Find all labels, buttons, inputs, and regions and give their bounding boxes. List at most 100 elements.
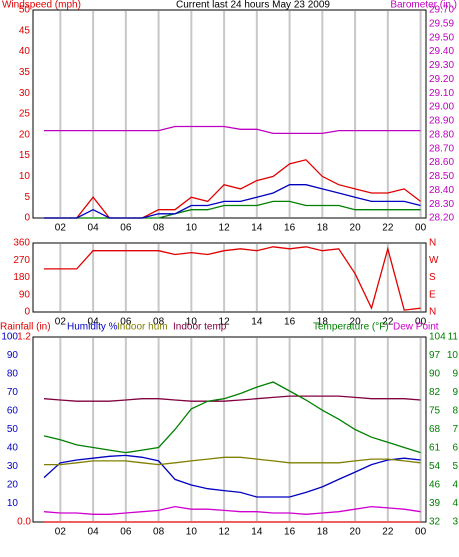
x-tick-label: 04 bbox=[88, 527, 100, 538]
x-tick-label: 14 bbox=[251, 223, 263, 234]
x-tick-label: 16 bbox=[284, 317, 296, 328]
legend-label: Humidity % bbox=[67, 322, 118, 333]
y-tick-label: 90 bbox=[7, 350, 19, 361]
series-line bbox=[43, 454, 421, 498]
y4-tick-label: 9 bbox=[452, 369, 458, 380]
y-tick-label: 40 bbox=[7, 443, 19, 454]
x-tick-label: 00 bbox=[415, 317, 427, 328]
x-tick-label: 08 bbox=[153, 527, 165, 538]
y2-tick-label: 29.20 bbox=[429, 74, 454, 85]
y4-tick-label: 7 bbox=[452, 424, 458, 435]
y2-axis-title: Barometer (in.) bbox=[390, 0, 457, 11]
x-tick-label: 06 bbox=[120, 527, 132, 538]
y-tick-label: 60 bbox=[7, 406, 19, 417]
y-tick-label: 30 bbox=[7, 461, 19, 472]
y-tick-label: 50 bbox=[19, 5, 31, 16]
y2-tick-label: 32 bbox=[429, 517, 441, 528]
x-tick-label: 18 bbox=[317, 527, 329, 538]
y2-tick-label: 29.50 bbox=[429, 32, 454, 43]
x-tick-label: 02 bbox=[55, 223, 67, 234]
x-tick-label: 22 bbox=[382, 223, 394, 234]
y-tick-label: 90 bbox=[19, 289, 31, 300]
x-tick-label: 12 bbox=[219, 527, 231, 538]
y-tick-label: 15 bbox=[19, 150, 31, 161]
y-tick-label: 40 bbox=[19, 46, 31, 57]
x-tick-label: 14 bbox=[251, 527, 263, 538]
y-tick-label: 70 bbox=[7, 387, 19, 398]
x-tick-label: 10 bbox=[186, 527, 198, 538]
x-tick-label: 10 bbox=[186, 317, 198, 328]
y2-tick-label: 90 bbox=[429, 369, 441, 380]
y-tick-label: 50 bbox=[7, 424, 19, 435]
x-tick-label: 12 bbox=[219, 317, 231, 328]
chart-title: Current last 24 hours May 23 2009 bbox=[176, 0, 330, 11]
y2-tick-label: 28.30 bbox=[429, 199, 454, 210]
series-line bbox=[43, 381, 421, 454]
y-tick-label: 20 bbox=[7, 480, 19, 491]
y-tick-label: 360 bbox=[13, 238, 30, 249]
y-tick-label: 10 bbox=[7, 498, 19, 509]
y2-tick-label: 28.70 bbox=[429, 143, 454, 154]
y4-tick-label: 5 bbox=[452, 461, 458, 472]
y2-tick-label: N bbox=[429, 238, 436, 249]
x-tick-label: 02 bbox=[55, 317, 67, 328]
legend-label: Indoor temp bbox=[173, 322, 227, 333]
x-tick-label: 00 bbox=[415, 223, 427, 234]
series-line bbox=[44, 200, 421, 219]
plot-frame bbox=[32, 9, 427, 219]
x-tick-label: 12 bbox=[219, 223, 231, 234]
x-tick-label: 18 bbox=[317, 317, 329, 328]
plot-frame bbox=[32, 242, 427, 313]
y2-tick-label: 61 bbox=[429, 443, 441, 454]
y2-tick-label: 75 bbox=[429, 406, 441, 417]
x-tick-label: 18 bbox=[317, 223, 329, 234]
y-tick-label: 0 bbox=[24, 307, 30, 318]
x-tick-label: 22 bbox=[382, 317, 394, 328]
y-tick-label: 270 bbox=[13, 255, 30, 266]
y2-tick-label: 82 bbox=[429, 387, 441, 398]
y2-tick-label: 28.80 bbox=[429, 129, 454, 140]
y4-tick-label: 9 bbox=[452, 387, 458, 398]
y-tick-label: 30 bbox=[19, 88, 31, 99]
y2-tick-label: N bbox=[429, 307, 436, 318]
y2-tick-label: S bbox=[429, 272, 436, 283]
series-line bbox=[44, 184, 421, 219]
y2-tick-label: E bbox=[429, 289, 436, 300]
series-line bbox=[44, 246, 421, 311]
x-tick-label: 20 bbox=[350, 317, 362, 328]
x-tick-label: 08 bbox=[153, 223, 165, 234]
x-tick-label: 04 bbox=[88, 317, 100, 328]
legend-label: Dew Point bbox=[393, 322, 439, 333]
y2-tick-label: 29.10 bbox=[429, 88, 454, 99]
x-tick-label: 14 bbox=[251, 317, 263, 328]
y4-tick-label: 4 bbox=[452, 498, 458, 509]
y2-tick-label: 54 bbox=[429, 461, 441, 472]
series-line bbox=[44, 125, 421, 135]
x-tick-label: 16 bbox=[284, 223, 296, 234]
y2-tick-label: 29.00 bbox=[429, 102, 454, 113]
y-tick-label: 35 bbox=[19, 67, 31, 78]
y2-tick-label: 29.40 bbox=[429, 46, 454, 57]
series-line bbox=[43, 395, 421, 402]
y4-tick-label: 4 bbox=[452, 480, 458, 491]
y2-tick-label: 29.70 bbox=[429, 5, 454, 16]
x-tick-label: 04 bbox=[88, 223, 100, 234]
y2-tick-label: W bbox=[429, 255, 439, 266]
x-tick-label: 16 bbox=[284, 527, 296, 538]
y2-tick-label: 97 bbox=[429, 350, 441, 361]
y2-tick-label: 46 bbox=[429, 480, 441, 491]
y-tick-label: 180 bbox=[13, 272, 30, 283]
series-line bbox=[43, 505, 421, 515]
x-tick-label: 06 bbox=[120, 223, 132, 234]
y4-tick-label: 6 bbox=[452, 443, 458, 454]
x-tick-label: 20 bbox=[350, 527, 362, 538]
x-tick-label: 22 bbox=[382, 527, 394, 538]
y-tick-label: 45 bbox=[19, 25, 31, 36]
y-tick-label: 80 bbox=[7, 369, 19, 380]
y2-tick-label: 28.60 bbox=[429, 157, 454, 168]
y-tick-label: 10 bbox=[19, 171, 31, 182]
series-line bbox=[44, 456, 421, 466]
y2-tick-label: 28.20 bbox=[429, 213, 454, 224]
x-tick-label: 00 bbox=[415, 527, 427, 538]
